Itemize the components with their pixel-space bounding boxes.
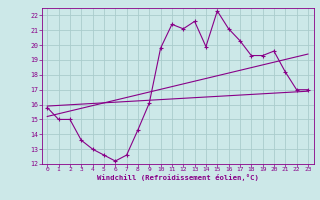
X-axis label: Windchill (Refroidissement éolien,°C): Windchill (Refroidissement éolien,°C) [97,174,259,181]
